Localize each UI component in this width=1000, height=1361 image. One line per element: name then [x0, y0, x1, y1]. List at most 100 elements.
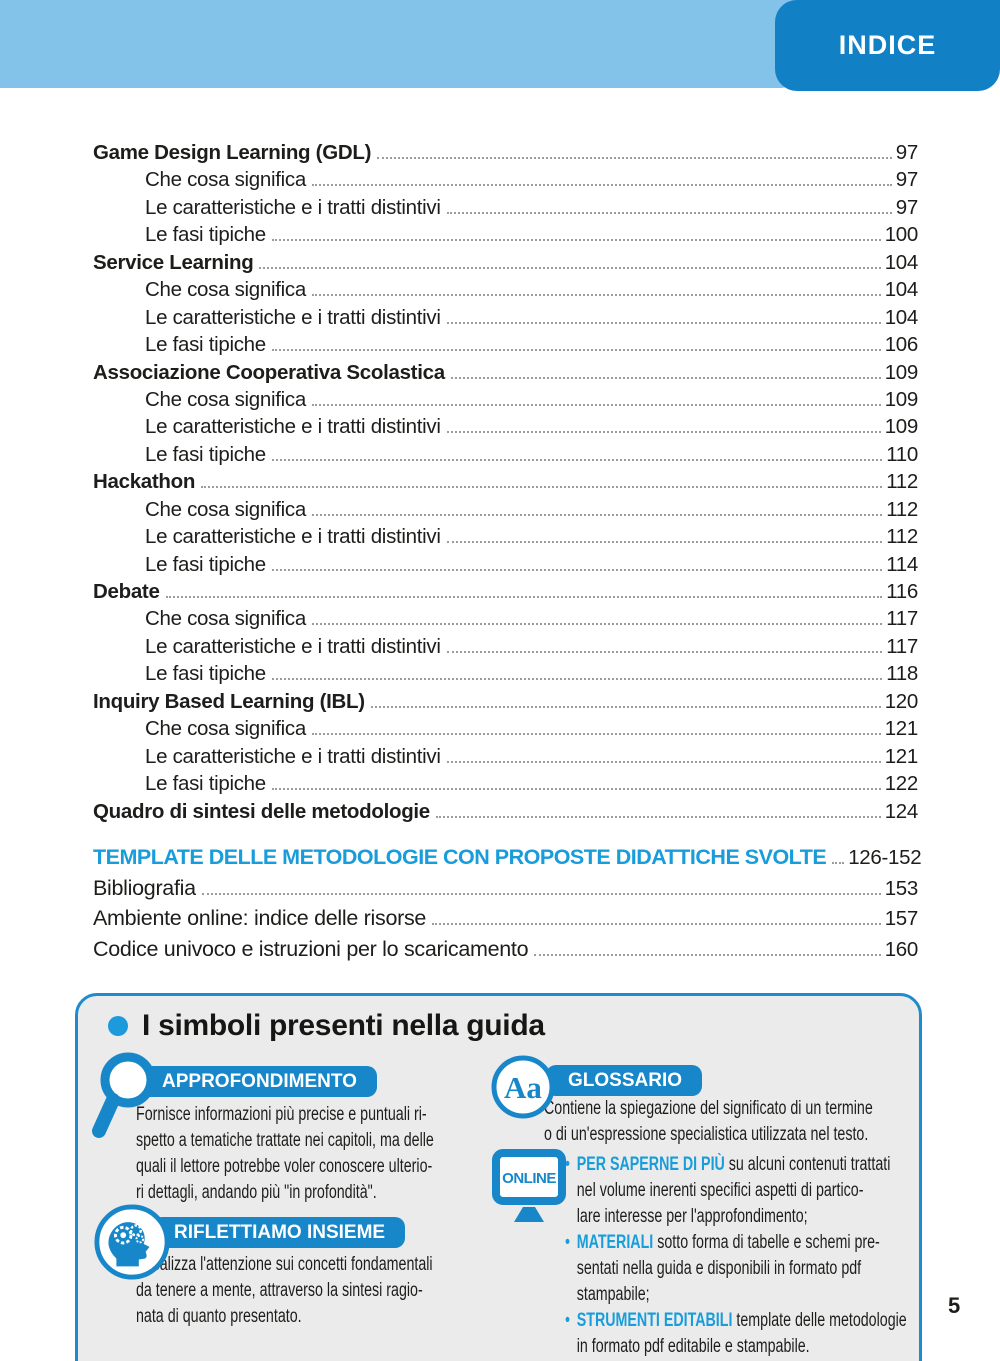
- toc-row: Le caratteristiche e i tratti distintivi…: [93, 743, 918, 770]
- toc-entry-page: 160: [884, 937, 919, 961]
- dotted-leader: [311, 184, 892, 187]
- dotted-leader: [446, 211, 892, 214]
- toc-entry-label: Che cosa significa: [145, 278, 306, 302]
- toc-entry-label: Che cosa significa: [145, 607, 306, 631]
- toc-entry-label: Debate: [93, 580, 160, 603]
- toc-entry-page: 117: [886, 607, 918, 631]
- toc-row: Che cosa significa 109: [93, 386, 918, 413]
- toc-entry-page: 106: [884, 333, 919, 357]
- dotted-leader: [446, 760, 881, 763]
- toc-entry-page: 120: [884, 689, 919, 713]
- toc-entry-label: Le fasi tipiche: [145, 552, 266, 576]
- dotted-leader: [311, 623, 883, 626]
- online-bullet-text: STRUMENTI EDITABILI template delle metod…: [576, 1310, 907, 1357]
- toc-row: Quadro di sintesi delle metodologie 124: [93, 798, 918, 825]
- toc-entry-page: 97: [895, 168, 919, 192]
- bullet-dot-icon: •: [565, 1154, 570, 1175]
- toc-row: Codice univoco e istruzioni per lo scari…: [93, 936, 918, 967]
- toc-entry-label: Le caratteristiche e i tratti distintivi: [145, 415, 441, 439]
- dotted-leader: [271, 458, 883, 461]
- toc-entry-label: TEMPLATE DELLE METODOLOGIE CON PROPOSTE …: [93, 844, 827, 869]
- toc-entry-label: Le fasi tipiche: [145, 662, 266, 686]
- online-bullet-keyword: MATERIALI: [576, 1232, 654, 1253]
- toc-entry-label: Le fasi tipiche: [145, 772, 266, 796]
- toc-entry-page: 104: [884, 278, 919, 302]
- online-monitor-icon: ONLINE: [492, 1149, 566, 1240]
- head-gears-icon: [93, 1203, 171, 1286]
- toc-entry-label: Le caratteristiche e i tratti distintivi: [145, 744, 441, 768]
- dotted-leader: [311, 733, 881, 736]
- toc-entry-label: Game Design Learning (GDL): [93, 141, 372, 164]
- dotted-leader: [370, 705, 881, 708]
- online-icon-label: ONLINE: [502, 1170, 556, 1187]
- toc-entry-page: 117: [886, 634, 918, 658]
- toc-entry-page: 112: [886, 470, 918, 494]
- toc-row: Inquiry Based Learning (IBL) 120: [93, 688, 918, 715]
- dotted-leader: [271, 678, 883, 681]
- magnifier-icon: [89, 1049, 159, 1149]
- symbols-box-title: I simboli presenti nella guida: [108, 1009, 545, 1043]
- symbols-box: I simboli presenti nella guida APPROFOND…: [75, 993, 922, 1361]
- toc-entry-page: 116: [886, 580, 918, 603]
- toc-row: Le caratteristiche e i tratti distintivi…: [93, 194, 918, 221]
- online-bullet-text: PER SAPERNE DI PIÙ su alcuni contenuti t…: [576, 1154, 891, 1227]
- toc-entry-label: Inquiry Based Learning (IBL): [93, 689, 365, 713]
- toc-entry-label: Service Learning: [93, 250, 254, 274]
- toc-row: Che cosa significa 104: [93, 276, 918, 303]
- dotted-leader: [271, 788, 881, 791]
- toc-row: TEMPLATE DELLE METODOLOGIE CON PROPOSTE …: [93, 844, 922, 875]
- online-bullet-keyword: STRUMENTI EDITABILI: [576, 1310, 733, 1331]
- toc-entry-page: 157: [884, 907, 919, 931]
- symbols-title-text: I simboli presenti nella guida: [142, 1009, 545, 1042]
- dotted-leader: [534, 953, 881, 956]
- glossary-aa-icon: Aa: [490, 1054, 556, 1125]
- dotted-leader: [311, 403, 881, 406]
- online-bullet-text: MATERIALI sotto forma di tabelle e schem…: [576, 1232, 880, 1305]
- toc-row: Associazione Cooperativa Scolastica 109: [93, 359, 918, 386]
- dotted-leader: [259, 266, 881, 269]
- toc-entry-page: 97: [895, 195, 919, 219]
- toc-row: Le caratteristiche e i tratti distintivi…: [93, 304, 918, 331]
- dotted-leader: [446, 650, 883, 653]
- toc-entry-page: 104: [884, 305, 919, 329]
- dotted-leader: [165, 596, 883, 598]
- toc-entry-page: 97: [895, 141, 919, 164]
- riflettiamo-label: RIFLETTIAMO INSIEME: [152, 1217, 406, 1248]
- toc-row: Che cosa significa 112: [93, 496, 918, 523]
- toc-list: Game Design Learning (GDL) 97 Che cosa sig…: [93, 139, 922, 967]
- toc-row: Le fasi tipiche 106: [93, 331, 918, 358]
- toc-row: Service Learning 104: [93, 249, 918, 276]
- toc-row: Le fasi tipiche 118: [93, 660, 918, 687]
- toc-entry-label: Hackathon: [93, 470, 196, 494]
- toc-entry-page: 104: [884, 250, 919, 274]
- glossary-aa-glyph: Aa: [504, 1070, 542, 1105]
- header-band: [0, 0, 806, 88]
- toc-row: Le caratteristiche e i tratti distintivi…: [93, 633, 918, 660]
- toc-entry-label: Codice univoco e istruzioni per lo scari…: [93, 936, 529, 961]
- online-bullet-item: • MATERIALI sotto forma di tabelle e sche…: [565, 1230, 918, 1308]
- dotted-leader: [435, 815, 881, 818]
- toc-entry-label: Le caratteristiche e i tratti distintivi: [145, 634, 441, 658]
- toc-entry-label: Ambiente online: indice delle risorse: [93, 906, 427, 931]
- toc-entry-page: 109: [884, 360, 919, 384]
- dotted-leader: [446, 541, 883, 544]
- toc-row: Che cosa significa 97: [93, 166, 918, 193]
- toc-row: Bibliografia 153: [93, 875, 918, 906]
- toc-entry-label: Le fasi tipiche: [145, 442, 266, 466]
- dotted-leader: [271, 239, 881, 242]
- toc-row: Che cosa significa 121: [93, 715, 918, 742]
- dotted-leader: [446, 321, 881, 324]
- toc-entry-page: 153: [884, 876, 919, 900]
- toc-entry-page: 118: [886, 662, 918, 686]
- page-title: INDICE: [838, 30, 937, 60]
- dotted-leader: [377, 157, 892, 159]
- online-bullet-keyword: PER SAPERNE DI PIÙ: [576, 1154, 725, 1175]
- dotted-leader: [311, 513, 883, 516]
- dotted-leader: [832, 861, 845, 864]
- toc-row: Le fasi tipiche 100: [93, 221, 918, 248]
- dotted-leader: [201, 486, 883, 489]
- dotted-leader: [271, 568, 883, 571]
- toc-row: Ambiente online: indice delle risorse 157: [93, 905, 918, 936]
- toc-entry-label: Le fasi tipiche: [145, 333, 266, 357]
